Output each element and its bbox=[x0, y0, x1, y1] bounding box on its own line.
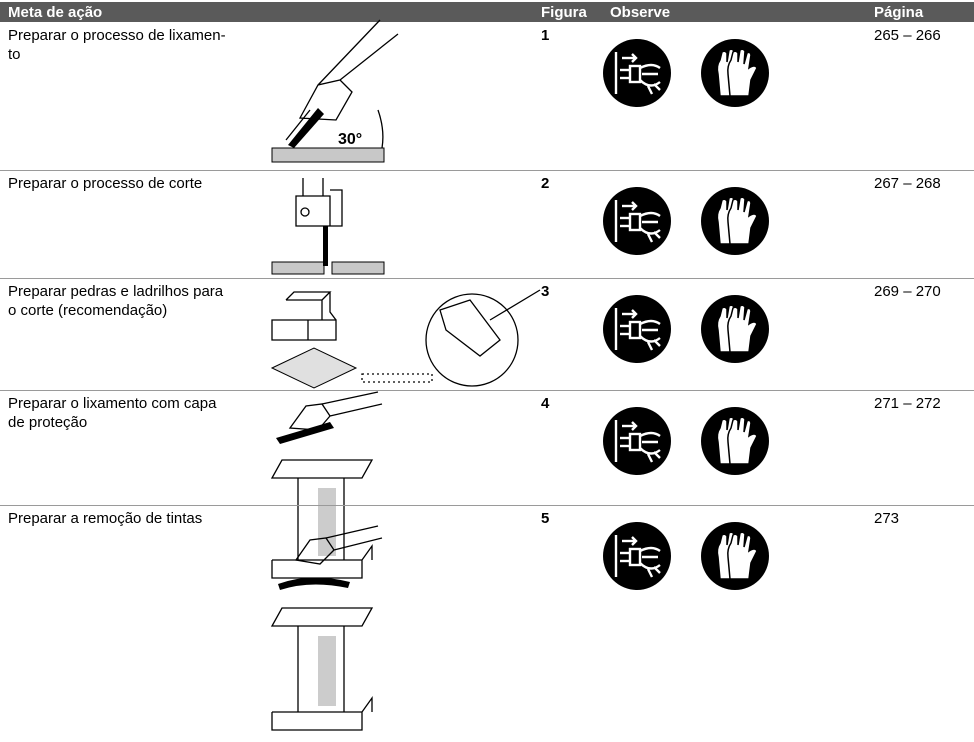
unplug-icon bbox=[602, 294, 672, 364]
column-header: Observe bbox=[610, 4, 671, 21]
column-header: Figura bbox=[541, 4, 587, 21]
unplug-icon bbox=[602, 186, 672, 256]
row-separator bbox=[0, 505, 974, 506]
row-separator bbox=[0, 278, 974, 279]
figure-label: 30° bbox=[338, 131, 362, 148]
figure-number: 4 bbox=[541, 395, 550, 412]
figure-number: 1 bbox=[541, 27, 550, 44]
illustration bbox=[270, 289, 541, 389]
page-range: 269 – 270 bbox=[874, 283, 941, 300]
goal: Preparar o processo de corte bbox=[8, 175, 203, 192]
illustration bbox=[270, 391, 383, 579]
goal: Preparar a remoção de tintas bbox=[8, 510, 203, 527]
gloves-icon bbox=[700, 406, 770, 476]
unplug-icon bbox=[602, 406, 672, 476]
row-separator bbox=[0, 390, 974, 391]
page-range: 265 – 266 bbox=[874, 27, 941, 44]
gloves-icon bbox=[700, 294, 770, 364]
page-range: 273 bbox=[874, 510, 900, 527]
gloves-icon bbox=[700, 186, 770, 256]
goal: Preparar o processo de lixamen- to bbox=[8, 27, 226, 63]
gloves-icon bbox=[700, 521, 770, 591]
unplug-icon bbox=[602, 38, 672, 108]
goal: Preparar o lixamento com capa de proteçã… bbox=[8, 395, 217, 431]
unplug-icon bbox=[602, 521, 672, 591]
illustration: 30° bbox=[271, 19, 399, 163]
gloves-icon bbox=[700, 38, 770, 108]
illustration bbox=[271, 178, 385, 275]
row-separator bbox=[0, 170, 974, 171]
column-header: Página bbox=[874, 4, 924, 21]
figure-number: 2 bbox=[541, 175, 550, 192]
column-header: Meta de ação bbox=[8, 4, 103, 21]
table-header: Meta de ação Figura Observe Página bbox=[0, 2, 974, 22]
figure-number: 3 bbox=[541, 283, 550, 300]
goal: Preparar pedras e ladrilhos para o corte… bbox=[8, 283, 224, 319]
figure-number: 5 bbox=[541, 510, 550, 527]
illustration bbox=[270, 525, 383, 731]
page-range: 271 – 272 bbox=[874, 395, 941, 412]
page-range: 267 – 268 bbox=[874, 175, 941, 192]
